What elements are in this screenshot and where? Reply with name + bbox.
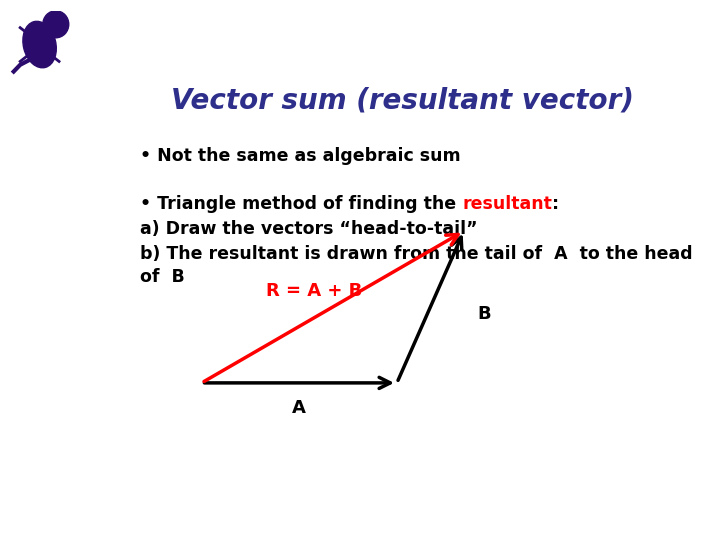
Text: • Not the same as algebraic sum: • Not the same as algebraic sum [140,147,461,165]
Text: A: A [292,399,306,417]
Text: a) Draw the vectors “head-to-tail”: a) Draw the vectors “head-to-tail” [140,220,478,238]
Circle shape [43,11,69,38]
Text: resultant: resultant [462,195,552,213]
Ellipse shape [23,21,56,68]
Text: of  B: of B [140,268,185,286]
Text: • Triangle method of finding the: • Triangle method of finding the [140,195,462,213]
Text: b) The resultant is drawn from the tail of  A  to the head: b) The resultant is drawn from the tail … [140,245,693,263]
Text: R = A + B: R = A + B [266,282,362,300]
Text: :: : [552,195,559,213]
Text: Vector sum (resultant vector): Vector sum (resultant vector) [171,86,634,114]
Text: B: B [478,305,492,323]
